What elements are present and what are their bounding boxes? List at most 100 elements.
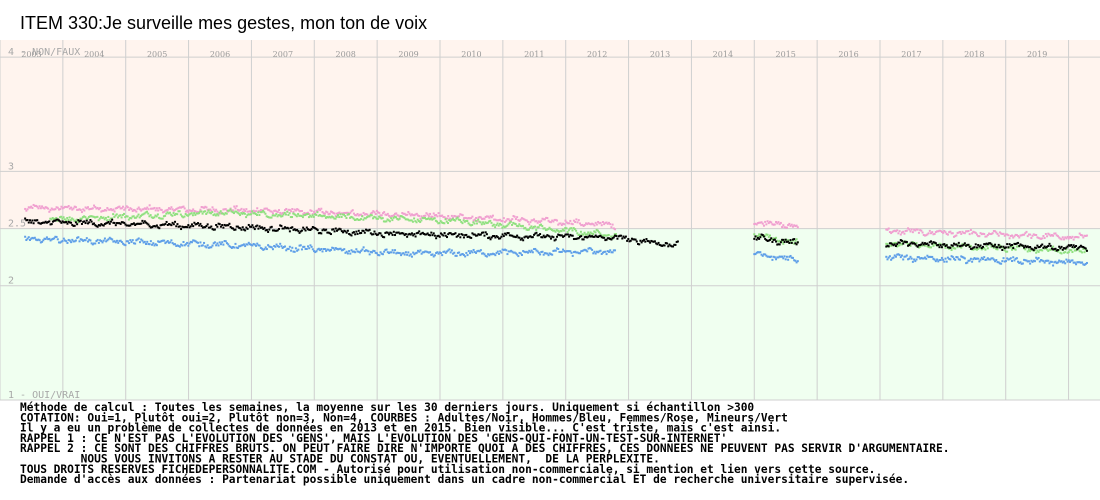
data-point xyxy=(981,245,984,248)
data-point xyxy=(378,254,381,257)
data-point xyxy=(944,244,947,247)
data-point xyxy=(39,241,42,244)
data-point xyxy=(1067,251,1070,254)
data-point xyxy=(985,245,988,248)
data-point xyxy=(425,212,428,215)
data-point xyxy=(778,255,781,258)
data-point xyxy=(417,231,419,234)
data-point xyxy=(541,250,544,253)
data-point xyxy=(126,206,129,209)
data-point xyxy=(388,220,391,223)
data-point xyxy=(394,212,397,215)
data-point xyxy=(33,219,36,222)
data-point xyxy=(483,217,486,220)
data-point xyxy=(1012,247,1015,250)
data-point xyxy=(174,243,177,246)
data-point xyxy=(917,244,920,247)
data-point xyxy=(909,242,912,245)
data-point xyxy=(247,210,250,213)
data-point xyxy=(207,226,210,229)
data-point xyxy=(938,259,941,262)
data-point xyxy=(138,241,141,244)
data-point xyxy=(517,255,520,258)
data-point xyxy=(76,208,79,211)
data-point xyxy=(112,208,115,211)
data-point xyxy=(905,240,908,243)
data-point xyxy=(454,254,457,257)
data-point xyxy=(915,258,918,261)
data-point xyxy=(35,238,38,241)
data-point xyxy=(913,242,916,245)
data-point xyxy=(779,255,782,258)
data-point xyxy=(985,242,988,245)
data-point xyxy=(149,214,152,217)
data-point xyxy=(327,216,330,219)
data-point xyxy=(277,214,280,217)
data-point xyxy=(591,248,594,251)
data-point xyxy=(992,230,995,233)
data-point xyxy=(615,233,617,236)
data-point xyxy=(790,256,793,259)
data-point xyxy=(444,234,447,237)
data-point xyxy=(166,208,169,211)
data-point xyxy=(181,206,184,209)
data-point xyxy=(377,253,380,256)
data-point xyxy=(420,232,423,235)
data-point xyxy=(47,207,50,210)
data-point xyxy=(285,207,288,210)
data-point xyxy=(387,219,390,222)
data-point xyxy=(61,207,64,210)
data-point xyxy=(177,244,180,247)
data-point xyxy=(271,212,274,215)
data-point xyxy=(352,231,355,234)
data-point xyxy=(997,261,1000,264)
data-point xyxy=(930,246,933,249)
data-point xyxy=(435,213,438,216)
data-point xyxy=(253,228,256,231)
data-point xyxy=(148,225,151,228)
data-point xyxy=(143,220,146,223)
data-point xyxy=(269,245,272,248)
data-point xyxy=(510,219,513,222)
data-point xyxy=(459,254,462,257)
data-point xyxy=(1083,234,1086,237)
data-point xyxy=(106,221,109,224)
data-point xyxy=(761,234,764,237)
data-point xyxy=(438,251,441,254)
data-point xyxy=(946,246,949,249)
data-point xyxy=(284,226,287,229)
data-point xyxy=(379,214,382,217)
data-point xyxy=(229,226,232,229)
data-point xyxy=(491,235,494,238)
data-point xyxy=(202,210,205,213)
data-point xyxy=(274,214,277,217)
data-point xyxy=(385,220,388,223)
data-point xyxy=(547,234,550,237)
data-point xyxy=(1076,261,1079,264)
data-point xyxy=(500,223,503,226)
data-point xyxy=(181,225,184,228)
data-point xyxy=(1043,261,1046,264)
data-point xyxy=(80,238,83,241)
data-point xyxy=(974,243,977,246)
data-point xyxy=(373,250,376,253)
data-point xyxy=(410,213,413,216)
data-point xyxy=(975,248,978,251)
data-point xyxy=(502,217,505,220)
data-point xyxy=(772,223,775,226)
data-point xyxy=(487,237,490,240)
data-point xyxy=(414,213,417,216)
data-point xyxy=(56,206,59,209)
data-point xyxy=(386,218,389,221)
data-point xyxy=(531,227,534,230)
data-point xyxy=(97,241,100,244)
data-point xyxy=(366,213,369,216)
data-point xyxy=(255,213,258,216)
data-point xyxy=(159,240,162,243)
data-point xyxy=(210,246,213,249)
data-point xyxy=(1042,260,1045,263)
data-point xyxy=(341,213,344,216)
data-point xyxy=(175,212,177,215)
data-point xyxy=(187,224,190,227)
data-point xyxy=(885,255,888,258)
